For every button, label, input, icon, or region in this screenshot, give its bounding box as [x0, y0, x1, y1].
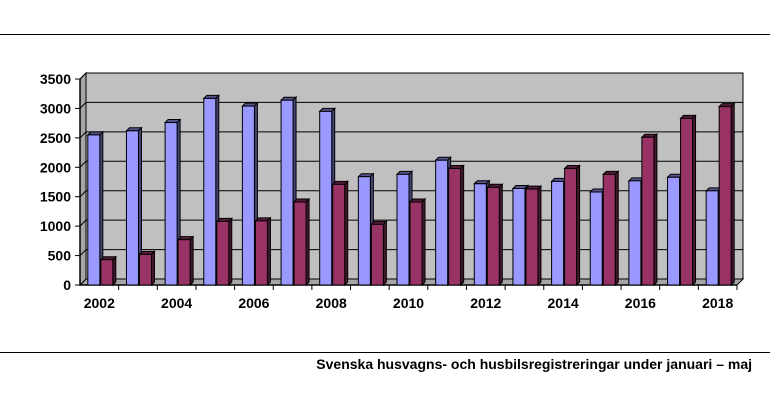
bar [138, 250, 156, 287]
bar [176, 235, 195, 287]
gridline [79, 160, 743, 168]
gridline [79, 101, 743, 109]
gridline [79, 72, 743, 80]
y-tick-label: 2000 [40, 159, 71, 175]
bar [717, 102, 736, 287]
bar [331, 180, 349, 287]
x-tick-label: 2014 [548, 295, 579, 311]
x-tick-label: 2018 [702, 295, 733, 311]
bar [486, 183, 504, 287]
bar [408, 197, 427, 287]
bar [640, 133, 659, 287]
y-tick-label: 1500 [40, 189, 71, 205]
bar [602, 170, 620, 287]
y-tick-label: 0 [63, 277, 71, 293]
bar [395, 170, 414, 287]
x-tick-label: 2004 [161, 295, 192, 311]
bar [215, 217, 233, 287]
gridline [79, 131, 743, 139]
y-tick-label: 500 [48, 248, 72, 264]
bar [370, 220, 388, 287]
bar [99, 255, 118, 287]
bar [679, 114, 697, 287]
y-tick-label: 3500 [40, 71, 71, 87]
x-tick-label: 2008 [316, 295, 347, 311]
y-tick-label: 1000 [40, 218, 71, 234]
bar [254, 216, 272, 287]
bar [292, 197, 311, 287]
bar [447, 164, 465, 287]
x-tick-label: 2010 [393, 295, 424, 311]
y-tick-label: 2500 [40, 130, 71, 146]
bar [125, 126, 143, 287]
top-rule [0, 34, 770, 35]
bottom-rule [0, 352, 770, 353]
bar [563, 164, 581, 287]
x-tick-label: 2002 [84, 295, 115, 311]
x-tick-label: 2006 [238, 295, 269, 311]
chart-caption: Svenska husvagns- och husbilsregistrerin… [316, 356, 752, 372]
bar [524, 184, 543, 287]
bar-chart: 0 500 1000 1500 2000 2500 3000 3500 2002 2004 200… [40, 71, 745, 311]
x-tick-label: 2016 [625, 295, 656, 311]
y-tick-label: 3000 [40, 100, 71, 116]
x-tick-label: 2012 [470, 295, 501, 311]
bar [86, 130, 105, 287]
